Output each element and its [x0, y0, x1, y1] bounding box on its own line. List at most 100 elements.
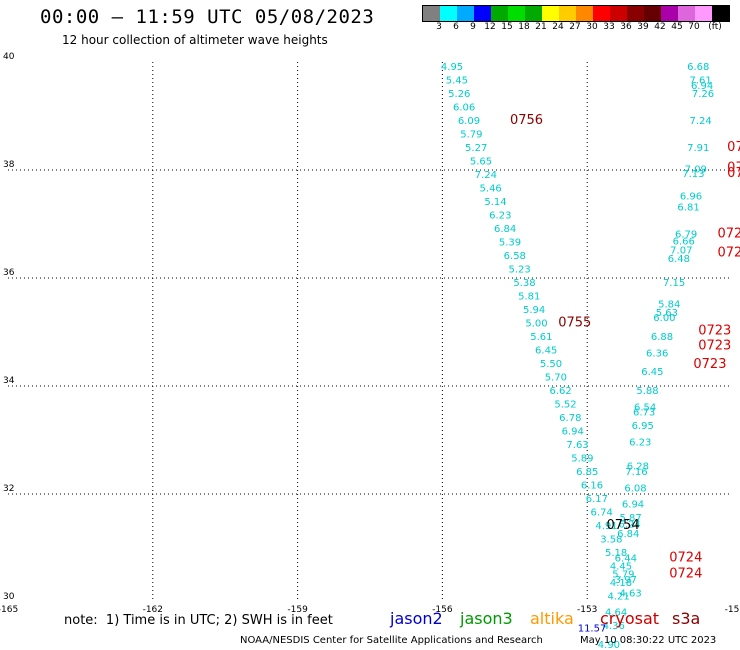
pass-time-label: 0722 — [727, 166, 740, 181]
wave-height-point: 6.28 — [627, 462, 649, 473]
wave-height-point: 11.57 — [578, 624, 607, 635]
wave-height-point: 7.61 — [689, 76, 711, 87]
wave-height-point: 5.65 — [470, 157, 492, 168]
pass-time-label: 0723 — [693, 357, 726, 372]
wave-height-point: 5.61 — [530, 332, 552, 343]
credit-text: NOAA/NESDIS Center for Satellite Applica… — [240, 635, 543, 646]
legend-label: 12 — [484, 22, 496, 32]
wave-height-point: 6.00 — [653, 313, 675, 324]
wave-height-point: 6.78 — [559, 413, 581, 424]
wave-height-point: 5.84 — [658, 300, 680, 311]
legend-swatch — [661, 6, 678, 21]
pass-time-label: 0723 — [698, 324, 731, 339]
wave-height-point: 4.21 — [607, 591, 629, 602]
color-legend-labels: 3 6 9 12 15 18 21 24 27 30 33 36 39 42 45 70 (ft) — [422, 22, 740, 34]
wave-height-point: 5.81 — [518, 292, 540, 303]
wave-height-point: 6.95 — [632, 421, 654, 432]
wave-height-point: 3.58 — [600, 535, 622, 546]
pass-time-label: 0723 — [698, 338, 731, 353]
legend-label: 6 — [453, 22, 459, 32]
wave-height-point: 5.46 — [480, 184, 502, 195]
y-tick-label: 32 — [3, 484, 14, 494]
wave-height-point: 7.07 — [670, 246, 692, 257]
pass-time-label: 0724 — [669, 551, 702, 566]
wave-height-point: 7.13 — [682, 169, 704, 180]
wave-height-point: 6.94 — [622, 500, 644, 511]
y-tick-label: 38 — [3, 160, 15, 170]
x-tick-label: -153 — [577, 605, 597, 615]
legend-swatch — [610, 6, 627, 21]
wave-height-point: 5.94 — [523, 305, 545, 316]
pass-time-label: 0724 — [669, 567, 702, 582]
wave-height-point: 5.14 — [484, 197, 506, 208]
wave-height-point: 6.66 — [673, 237, 695, 248]
x-tick-label: -156 — [432, 605, 453, 615]
wave-height-point: 5.18 — [605, 548, 627, 559]
legend-swatch — [644, 6, 661, 21]
mission-label-cryosat: cryosat — [600, 609, 660, 628]
wave-height-point: 6.85 — [576, 467, 598, 478]
wave-height-point: 6.84 — [494, 224, 516, 235]
pass-time-label: 0755 — [558, 316, 591, 331]
footer-note: note: 1) Time is in UTC; 2) SWH is in fe… — [64, 613, 333, 628]
y-tick-label: 30 — [3, 592, 15, 602]
wave-height-point: 5.88 — [636, 386, 658, 397]
legend-label: 39 — [637, 22, 649, 32]
legend-swatch — [525, 6, 542, 21]
wave-height-point: 7.91 — [687, 143, 709, 154]
x-tick-label: -159 — [287, 605, 308, 615]
wave-height-point: 6.16 — [581, 481, 603, 492]
wave-height-point: 6.96 — [680, 192, 702, 203]
legend-swatch — [542, 6, 559, 21]
wave-height-point: 6.44 — [615, 554, 637, 565]
wave-height-point: 5.00 — [525, 319, 547, 330]
wave-height-point: 7.24 — [689, 116, 711, 127]
wave-height-point: 5.79 — [612, 570, 634, 581]
wave-height-point: 5.23 — [508, 265, 530, 276]
legend-swatch — [678, 6, 695, 21]
wave-height-point: 5.89 — [571, 454, 593, 465]
wave-height-point: 5.50 — [540, 359, 562, 370]
wave-height-point: 7.15 — [663, 278, 685, 289]
wave-height-point: 4.90 — [598, 640, 620, 650]
wave-height-point: 5.39 — [499, 238, 521, 249]
legend-label: 30 — [586, 22, 598, 32]
timestamp-text: May 10 08:30:22 UTC 2023 — [580, 635, 717, 646]
legend-label: 24 — [552, 22, 564, 32]
wave-height-point: 6.94 — [562, 427, 584, 438]
legend-swatch — [593, 6, 610, 21]
legend-label: 15 — [501, 22, 513, 32]
wave-height-point: 6.62 — [550, 386, 572, 397]
legend-label: (ft) — [708, 22, 722, 32]
wave-height-point: 6.48 — [668, 254, 690, 265]
wave-height-point: 6.94 — [691, 81, 713, 92]
pass-time-label: 0722 — [718, 227, 740, 242]
wave-height-point: 5.63 — [656, 308, 678, 319]
wave-height-point: 6.09 — [458, 116, 480, 127]
legend-swatch — [559, 6, 576, 21]
legend-swatch — [491, 6, 508, 21]
legend-label: 27 — [569, 22, 581, 32]
legend-label: 45 — [671, 22, 683, 32]
x-tick-label: -165 — [0, 605, 18, 615]
y-tick-label: 40 — [3, 52, 15, 62]
wave-height-point: 6.73 — [633, 408, 655, 419]
wave-height-point: 7.26 — [692, 89, 714, 100]
wave-height-point: 5.45 — [446, 76, 468, 87]
pass-time-label: 0722 — [727, 140, 740, 155]
legend-label: 36 — [620, 22, 632, 32]
pass-time-label: 0756 — [510, 113, 543, 128]
legend-label: 21 — [535, 22, 547, 32]
wave-height-point: 6.84 — [617, 529, 639, 540]
legend-swatch — [576, 6, 593, 21]
legend-label: 9 — [470, 22, 476, 32]
wave-height-point: 6.79 — [675, 230, 697, 241]
legend-label: 42 — [654, 22, 666, 32]
wave-height-point: 6.45 — [641, 367, 663, 378]
legend-swatch — [457, 6, 474, 21]
mission-label-altika: altika — [530, 609, 574, 628]
wave-height-point: 7.63 — [566, 440, 588, 451]
wave-height-point: 6.68 — [687, 62, 709, 73]
wave-height-point: 6.23 — [489, 211, 511, 222]
